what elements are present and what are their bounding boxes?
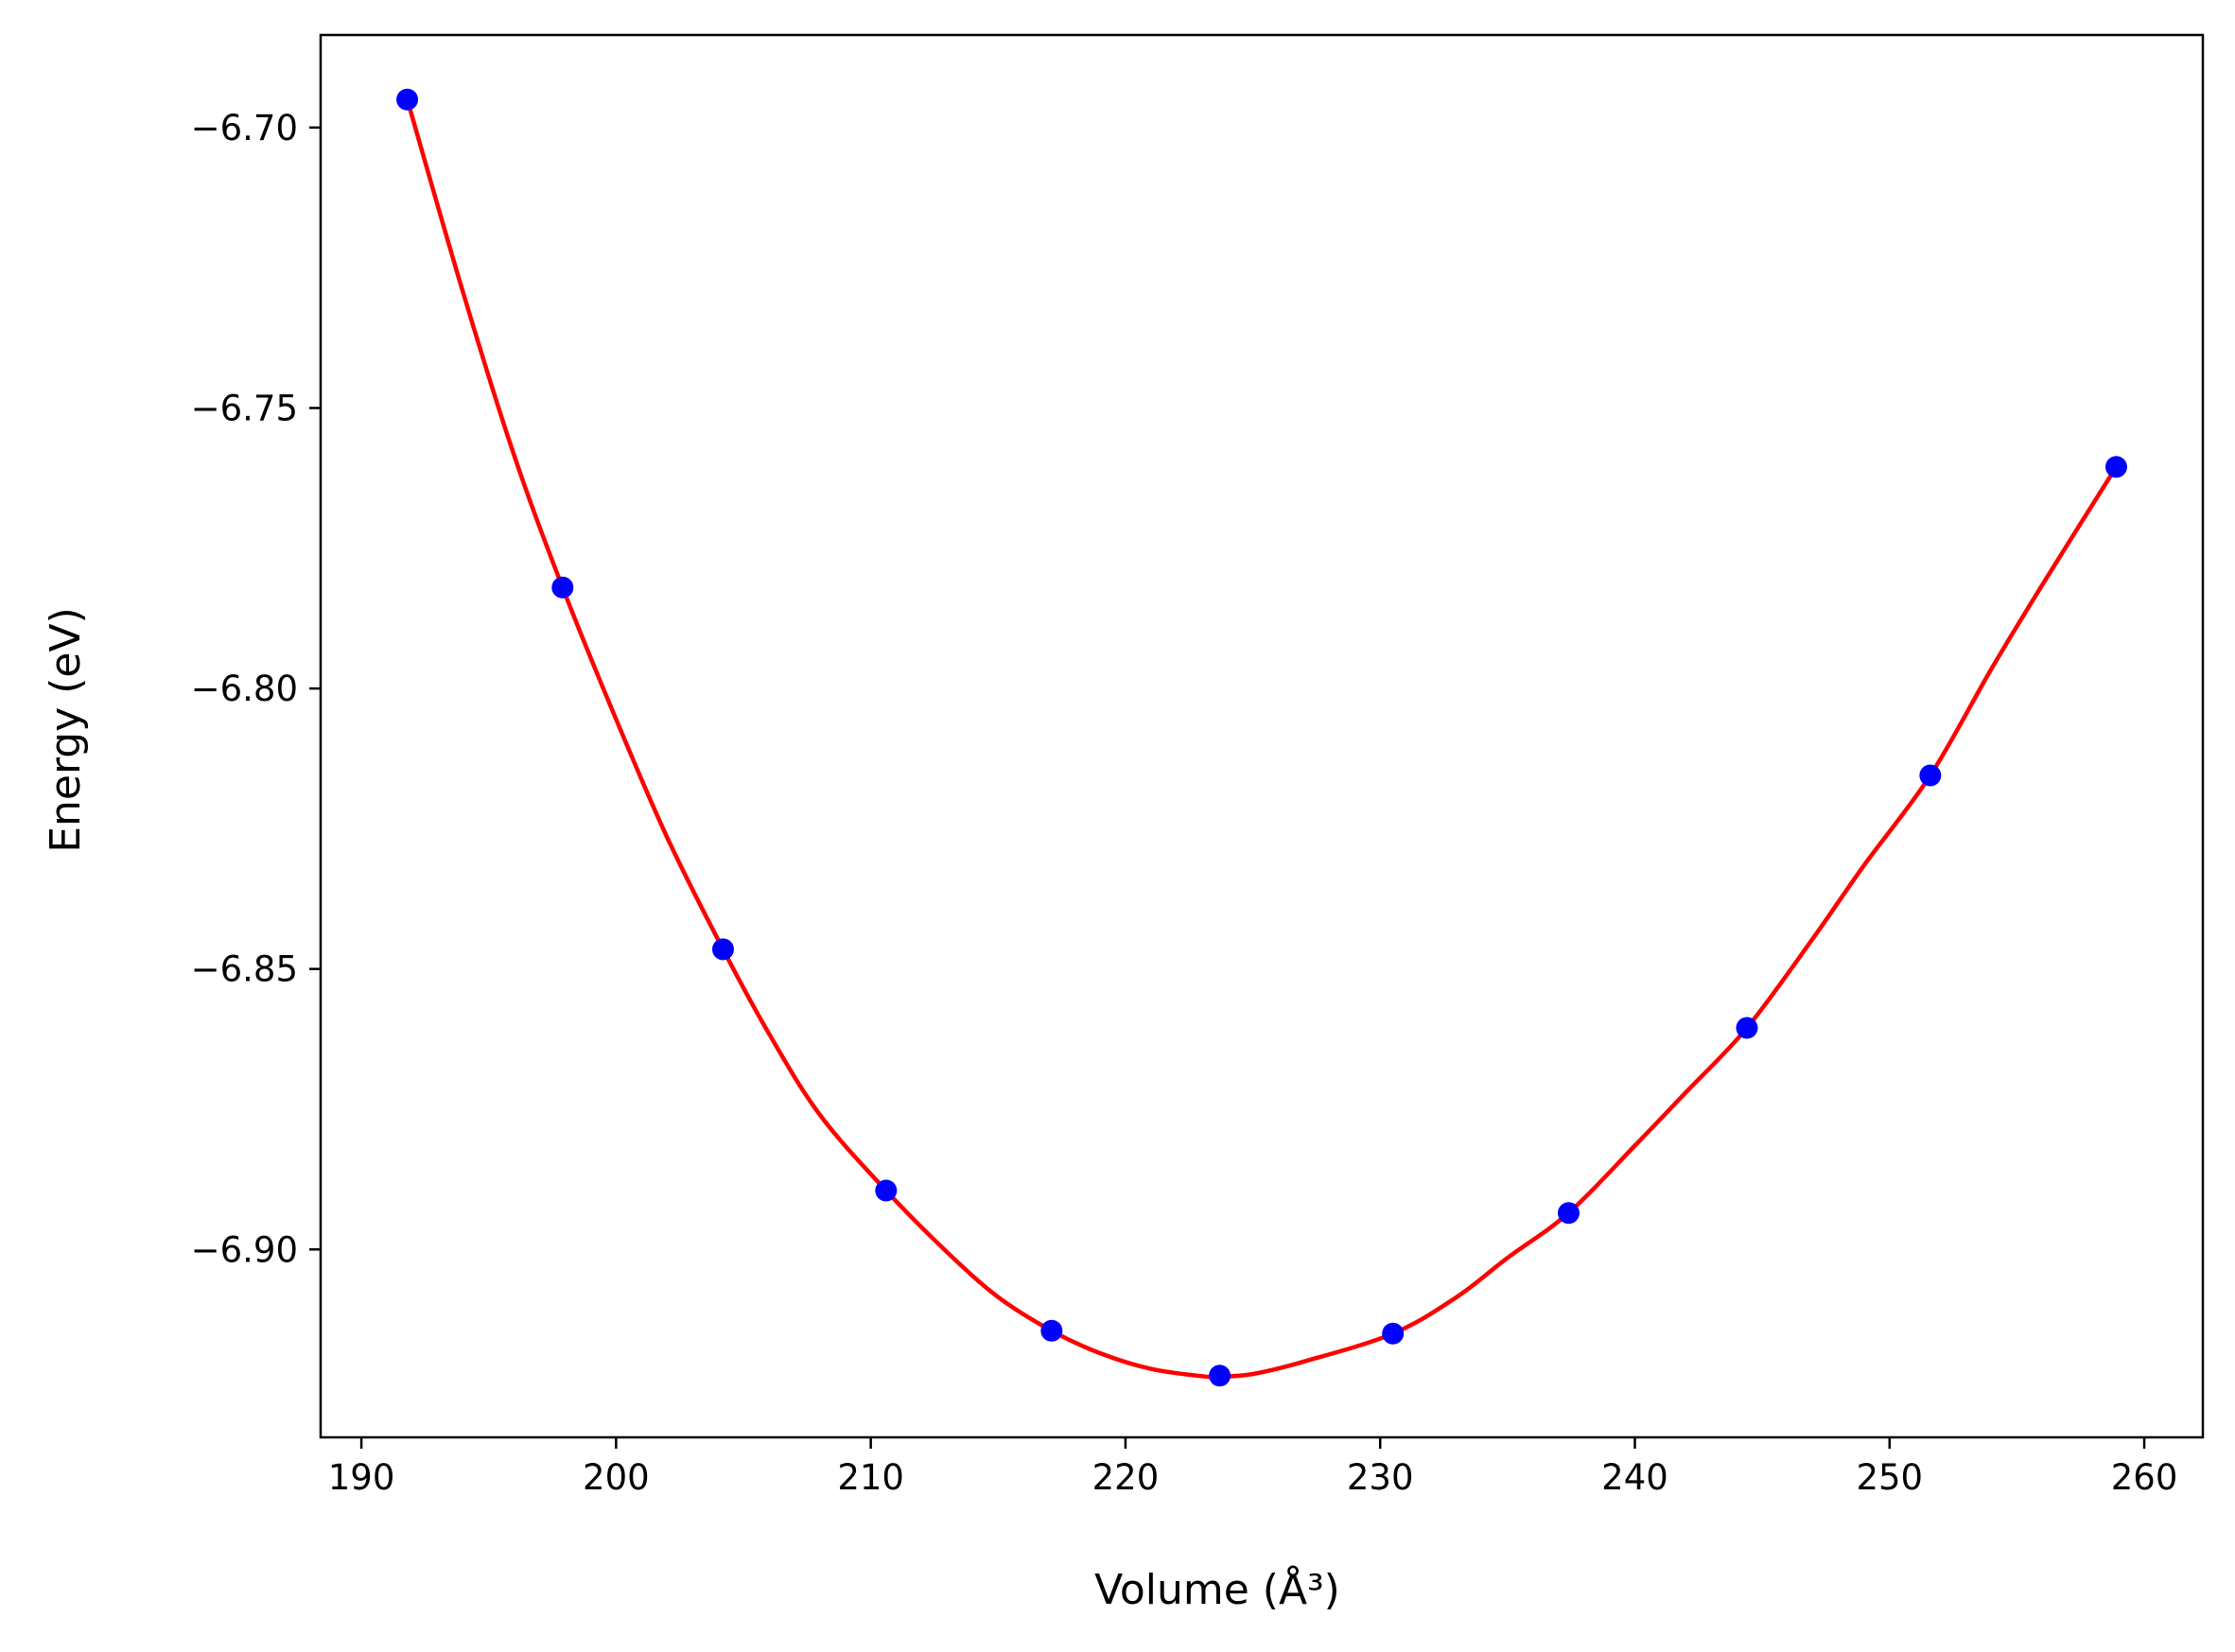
data-point — [551, 576, 574, 599]
y-tick-label: −6.80 — [191, 669, 298, 709]
x-tick-label: 190 — [328, 1457, 395, 1498]
x-tick-label: 250 — [1856, 1457, 1923, 1498]
fit-curve-line — [405, 98, 2119, 1380]
data-point — [1919, 764, 1942, 787]
x-axis-label: Volume (Å³) — [1094, 1564, 1340, 1614]
x-tick-label: 230 — [1347, 1457, 1414, 1498]
data-point — [1736, 1017, 1758, 1039]
data-point — [1040, 1319, 1063, 1342]
plot-content — [396, 88, 2127, 1387]
data-point — [711, 938, 734, 961]
data-point — [396, 88, 419, 111]
x-tick-label: 220 — [1092, 1457, 1160, 1498]
plot-frame — [319, 33, 2205, 1439]
x-tick-label: 260 — [2111, 1457, 2178, 1498]
data-point — [875, 1179, 898, 1202]
data-point — [2104, 456, 2127, 478]
y-tick-label: −6.70 — [191, 108, 298, 148]
data-point — [1209, 1365, 1231, 1387]
y-axis-ticks: −6.70 −6.75 −6.80 −6.85 −6.90 — [191, 108, 321, 1270]
x-tick-label: 210 — [837, 1457, 904, 1498]
data-point — [1382, 1322, 1405, 1345]
data-point — [1557, 1202, 1580, 1225]
y-tick-label: −6.90 — [191, 1229, 298, 1270]
y-tick-label: −6.85 — [191, 949, 298, 990]
y-axis-label: Energy (eV) — [42, 607, 90, 853]
x-tick-label: 200 — [583, 1457, 650, 1498]
y-tick-label: −6.75 — [191, 388, 298, 428]
x-axis-ticks: 190 200 210 220 230 240 250 260 — [328, 1437, 2178, 1498]
x-tick-label: 240 — [1601, 1457, 1668, 1498]
